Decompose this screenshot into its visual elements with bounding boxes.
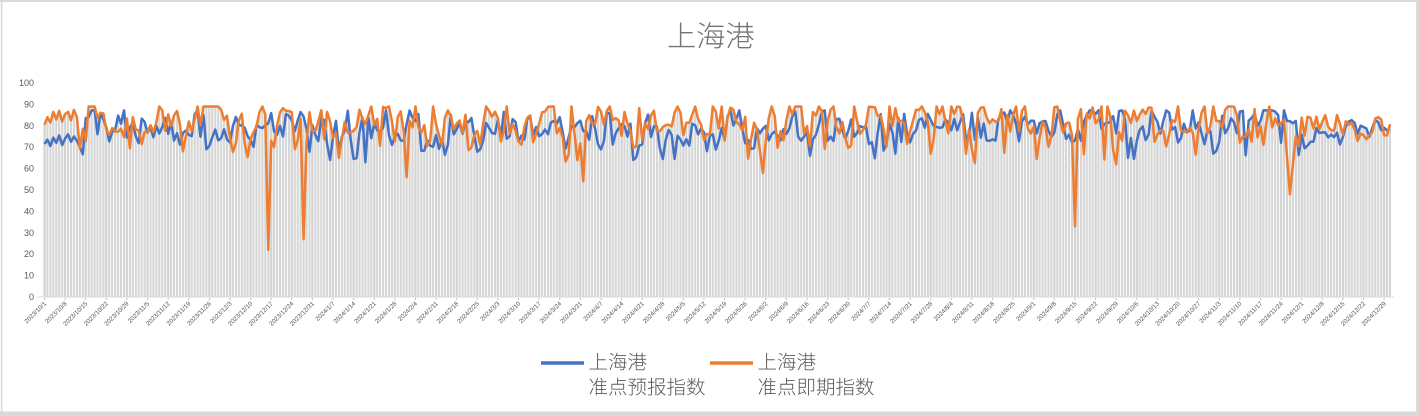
svg-text:50: 50: [24, 185, 34, 195]
svg-text:20: 20: [24, 249, 34, 259]
svg-text:100: 100: [19, 78, 34, 88]
svg-text:0: 0: [29, 292, 34, 302]
svg-text:90: 90: [24, 99, 34, 109]
svg-text:70: 70: [24, 142, 34, 152]
svg-text:10: 10: [24, 271, 34, 281]
svg-text:40: 40: [24, 206, 34, 216]
svg-text:30: 30: [24, 228, 34, 238]
svg-text:80: 80: [24, 121, 34, 131]
svg-text:60: 60: [24, 164, 34, 174]
